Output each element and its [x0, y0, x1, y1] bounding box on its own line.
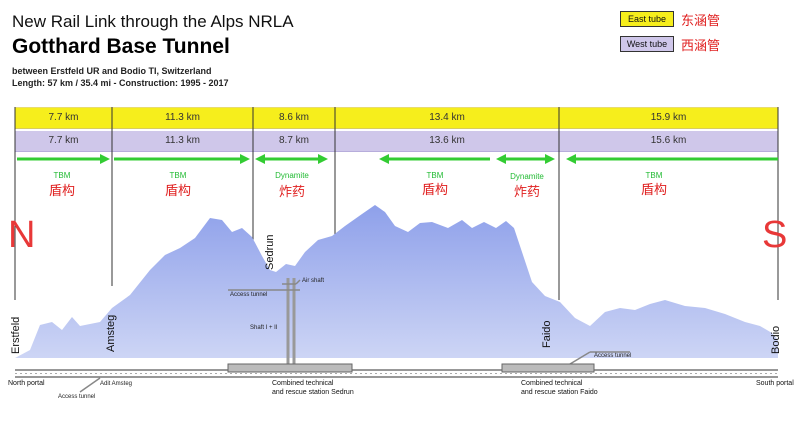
arrow-6-head: [566, 154, 576, 164]
place-erstfeld: Erstfeld: [10, 316, 22, 354]
rescue-stations: [227, 363, 595, 373]
method-1-en: TBM: [53, 171, 71, 180]
south-letter: S: [762, 214, 788, 256]
label-north-portal: North portal: [8, 380, 45, 387]
page-title: Gotthard Base Tunnel: [12, 35, 230, 58]
west-segment-1: 7.7 km: [48, 135, 79, 146]
west-segment-3: 8.7 km: [278, 135, 309, 146]
label-access-tunnel-amsteg: Access tunnel: [58, 394, 96, 400]
label-faido-station-2: and rescue station Faido: [521, 389, 598, 396]
method-3-en: Dynamite: [275, 171, 309, 180]
east-tube-band: 7.7 km 11.3 km 8.6 km 13.4 km 15.9 km: [15, 107, 778, 129]
tunnel-tubes: [15, 369, 778, 378]
method-1-cn: 盾构: [48, 184, 75, 199]
excavation-arrows: [17, 154, 778, 164]
legend-west-cn: 西涵管: [681, 39, 721, 54]
method-2-cn: 盾构: [164, 184, 191, 199]
label-faido-station-1: Combined technical: [521, 380, 583, 387]
label-air-shaft: Air shaft: [302, 278, 325, 284]
mountain-profile: [15, 205, 778, 358]
method-2-en: TBM: [169, 171, 187, 180]
location-text: between Erstfeld UR and Bodio TI, Switze…: [12, 66, 212, 76]
label-south-portal: South portal: [756, 380, 794, 387]
method-5-en: Dynamite: [510, 172, 544, 181]
details-text: Length: 57 km / 35.4 mi - Construction: …: [12, 78, 229, 88]
east-segment-2: 11.3 km: [165, 112, 200, 123]
method-3-cn: 炸药: [278, 185, 305, 200]
arrow-1-head: [100, 154, 110, 164]
place-bodio: Bodio: [770, 325, 782, 354]
legend-west-swatch: West tube: [620, 36, 674, 52]
west-tube-band: 7.7 km 11.3 km 8.7 km 13.6 km 15.6 km: [15, 131, 778, 152]
label-access-tunnel-faido: Access tunnel: [594, 353, 632, 359]
east-segment-4: 13.4 km: [429, 112, 465, 123]
label-shaft: Shaft I + II: [250, 325, 278, 331]
place-sedrun: Sedrun: [264, 234, 276, 270]
label-sedrun-station-1: Combined technical: [272, 380, 334, 387]
method-6-cn: 盾构: [640, 183, 667, 198]
arrow-5-right-head: [545, 154, 555, 164]
west-segment-4: 13.6 km: [429, 135, 465, 146]
method-4-en: TBM: [426, 171, 444, 180]
method-5-cn: 炸药: [513, 185, 540, 200]
legend-east-swatch: East tube: [620, 11, 674, 27]
method-4-cn: 盾构: [421, 183, 448, 198]
page-subtitle: New Rail Link through the Alps NRLA: [12, 12, 294, 31]
label-adit-amsteg: Adit Amsteg: [100, 381, 133, 387]
arrow-3-left-head: [255, 154, 265, 164]
label-access-tunnel-sedrun: Access tunnel: [230, 292, 268, 298]
label-sedrun-station-2: and rescue station Sedrun: [272, 389, 354, 396]
method-6-en: TBM: [645, 171, 663, 180]
segment-dividers: [14, 107, 779, 300]
west-segment-5: 15.6 km: [650, 135, 687, 146]
arrow-3-right-head: [318, 154, 328, 164]
east-segment-5: 15.9 km: [650, 112, 687, 123]
arrow-5-left-head: [496, 154, 506, 164]
place-amsteg: Amsteg: [105, 314, 117, 352]
arrow-4-head: [379, 154, 389, 164]
west-segment-2: 11.3 km: [165, 135, 200, 146]
east-segment-1: 7.7 km: [48, 112, 79, 123]
east-segment-3: 8.6 km: [278, 112, 309, 123]
arrow-2-head: [240, 154, 250, 164]
legend-east-cn: 东涵管: [681, 14, 721, 29]
north-letter: N: [8, 214, 36, 256]
place-faido: Faido: [541, 320, 553, 348]
shafts: [286, 278, 296, 370]
